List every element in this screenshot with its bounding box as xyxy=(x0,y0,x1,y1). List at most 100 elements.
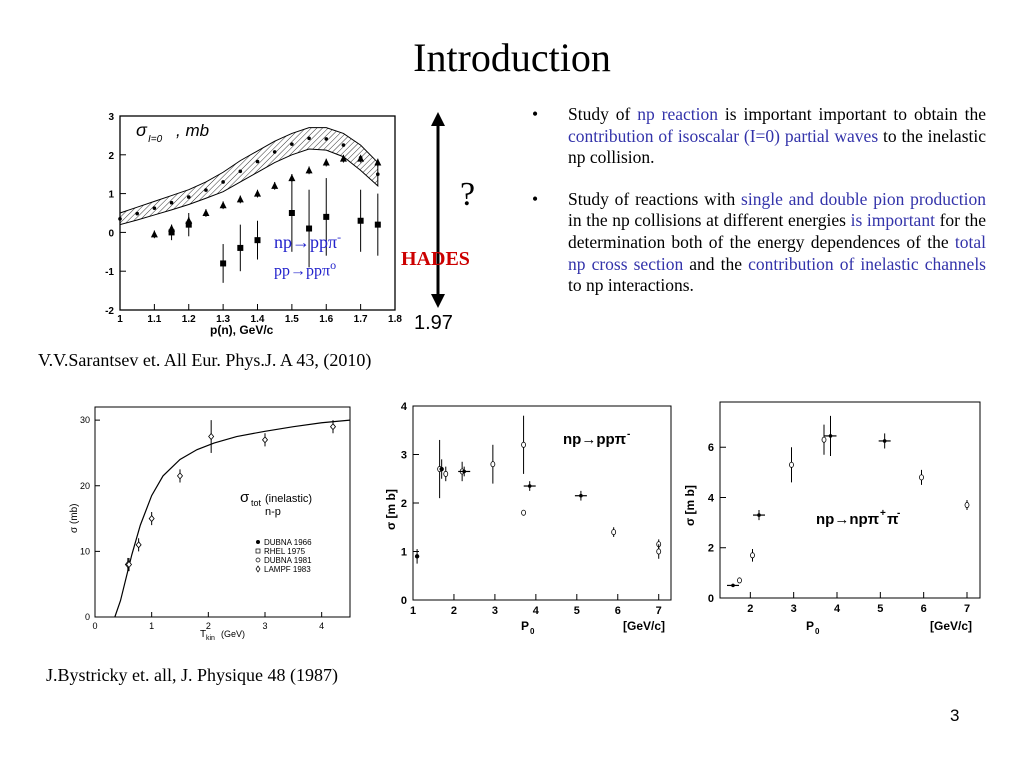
legend-marker xyxy=(255,548,261,554)
band-point xyxy=(324,137,329,141)
data-point-triangle xyxy=(288,174,296,182)
isoscalar-band xyxy=(119,127,379,226)
data-point xyxy=(135,541,142,549)
chart4-xlabel: P xyxy=(806,619,814,633)
data-point-triangle xyxy=(271,181,279,189)
x-tick-label: 4 xyxy=(834,603,841,615)
data-point-triangle xyxy=(219,201,227,209)
data-point-square xyxy=(374,221,381,228)
chart-title-sub: I=0 xyxy=(148,134,163,145)
data-point-triangle xyxy=(374,158,382,166)
bullet-item: • Study of np reaction is important impor… xyxy=(528,104,986,169)
highlighted-text: single and double pion production xyxy=(741,188,986,209)
data-point-filled xyxy=(414,554,420,559)
x-tick-label: 1.7 xyxy=(354,314,368,325)
y-tick-label: 0 xyxy=(108,228,114,239)
y-tick-label: 30 xyxy=(80,415,90,425)
x-tick-label: 1.3 xyxy=(216,314,230,325)
chart4-xlabel-unit: [GeV/c] xyxy=(930,619,972,633)
data-point-square xyxy=(323,213,330,220)
y-tick-label: 3 xyxy=(108,112,114,123)
data-point-open xyxy=(611,529,617,536)
data-point-cross xyxy=(527,484,532,488)
y-tick-label: 2 xyxy=(401,498,407,510)
data-point-triangle xyxy=(202,209,210,216)
highlighted-text: contribution of isoscalar (I=0) partial … xyxy=(568,125,879,146)
x-tick-label: 1.6 xyxy=(319,314,333,325)
chart-title-sigma: σ xyxy=(136,120,148,140)
x-tick-label: 1.8 xyxy=(388,314,402,325)
data-point xyxy=(329,423,337,431)
data-point xyxy=(148,514,155,523)
band-point xyxy=(255,159,260,164)
legend-label: LAMPF 1983 xyxy=(264,565,311,574)
data-point-open xyxy=(821,436,827,443)
data-point-triangle xyxy=(150,230,158,238)
bullet-list: • Study of np reaction is important impor… xyxy=(528,104,986,317)
x-tick-label: 1.2 xyxy=(182,314,196,325)
band-point xyxy=(186,195,191,199)
page-title: Introduction xyxy=(413,35,611,80)
reference-sarantsev: V.V.Sarantsev et. All Eur. Phys.J. A 43,… xyxy=(38,350,372,370)
highlighted-text: contribution of inelastic channels xyxy=(748,253,986,274)
y-tick-label: 2 xyxy=(108,151,114,162)
x-tick-label: 6 xyxy=(921,603,927,615)
band-point xyxy=(307,136,311,141)
x-tick-label: 1 xyxy=(117,314,123,325)
x-tick-label: 6 xyxy=(615,605,621,617)
data-point-cross xyxy=(828,434,833,438)
chart2-xlabel-unit: (GeV) xyxy=(221,629,245,639)
chart2-title-sigma: σ xyxy=(240,489,250,506)
data-point-triangle xyxy=(305,166,313,174)
band-point xyxy=(376,172,380,176)
y-tick-label: 0 xyxy=(85,612,90,622)
data-point-open xyxy=(750,552,755,559)
band-point xyxy=(169,200,174,205)
bullet-text: Study of xyxy=(568,104,638,124)
x-tick-label: 1.5 xyxy=(285,314,299,325)
chart4-label-sup2: - xyxy=(897,508,900,519)
data-point-open xyxy=(490,461,496,468)
data-point-square xyxy=(288,210,295,216)
y-tick-label: 4 xyxy=(708,492,715,504)
x-tick-label: 3 xyxy=(492,605,498,617)
data-point-triangle xyxy=(339,154,347,162)
x-tick-label: 7 xyxy=(656,605,662,617)
data-point xyxy=(125,560,133,569)
question-mark: ? xyxy=(460,176,476,213)
x-tick-label: 4 xyxy=(319,621,324,631)
data-point xyxy=(261,436,269,444)
slide-number: 3 xyxy=(950,706,960,725)
data-point-cross xyxy=(757,513,761,517)
data-point-square xyxy=(306,225,313,232)
bullet-text: to np interactions. xyxy=(568,275,694,296)
x-tick-label: 1 xyxy=(149,621,154,631)
x-tick-label: 4 xyxy=(533,605,540,617)
bullet-marker: • xyxy=(532,104,539,124)
bullet-item: • Study of reactions with single and doub… xyxy=(528,189,986,297)
data-point-open xyxy=(789,461,794,468)
bullet-text: in the np collisions at different energi… xyxy=(568,210,851,231)
chart4-label-mid: π xyxy=(887,511,899,528)
x-tick-label: 2 xyxy=(206,621,211,631)
y-tick-label: 0 xyxy=(401,595,407,607)
data-point-open xyxy=(443,470,449,477)
y-tick-label: 2 xyxy=(708,543,714,555)
y-tick-label: 1 xyxy=(108,190,114,201)
data-point-triangle xyxy=(168,224,176,232)
energy-mark: 1.97 xyxy=(414,312,453,334)
legend-label: DUBNA 1966 xyxy=(264,538,312,547)
highlighted-text: is important xyxy=(850,210,935,231)
chart3-label: np→ppπ xyxy=(563,431,627,448)
bullet-marker: • xyxy=(532,188,539,209)
data-point-cross xyxy=(731,583,735,588)
y-tick-label: 1 xyxy=(401,547,407,559)
chart3-xlabel: P xyxy=(521,619,529,633)
chart2-title-line2: n-p xyxy=(265,506,281,518)
legend-marker xyxy=(255,557,261,563)
data-point-open xyxy=(919,474,924,481)
y-tick-label: 10 xyxy=(80,546,90,556)
band-point xyxy=(135,211,139,216)
band-point xyxy=(290,142,294,146)
